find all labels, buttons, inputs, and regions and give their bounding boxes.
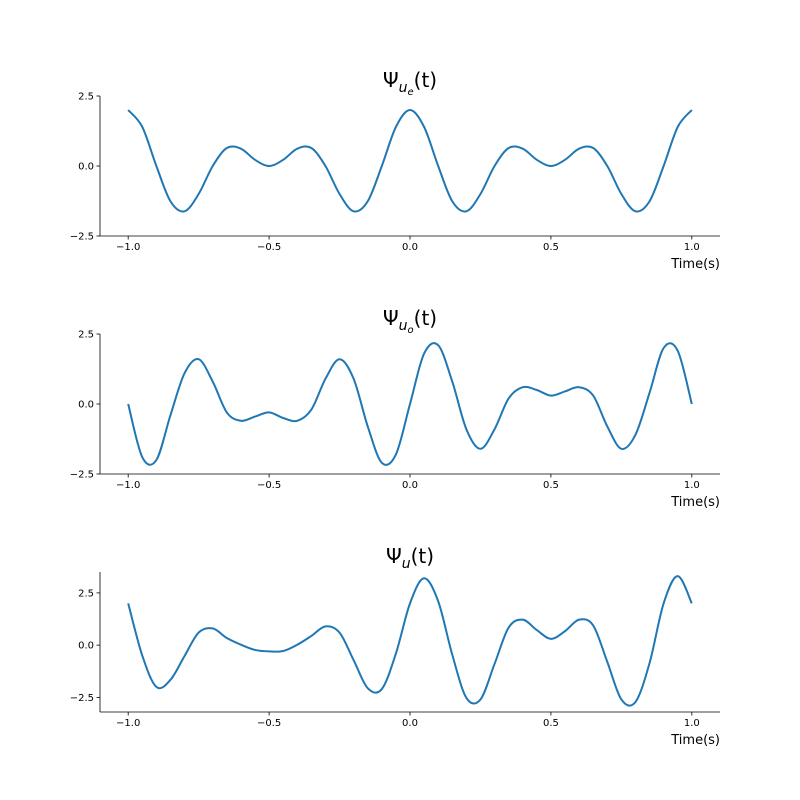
subplot-title: Ψuo(t) bbox=[383, 306, 437, 336]
title-sub: u bbox=[399, 80, 408, 96]
y-tick-label: 0.0 bbox=[78, 162, 94, 173]
x-tick-label: −0.5 bbox=[257, 480, 281, 491]
y-tick-label: 2.5 bbox=[78, 588, 94, 599]
x-tick-label: 0.5 bbox=[543, 480, 559, 491]
title-base: Ψ bbox=[383, 306, 399, 330]
y-tick-label: −2.5 bbox=[70, 232, 94, 243]
x-tick-label: 0.5 bbox=[543, 242, 559, 253]
line-series bbox=[127, 342, 693, 466]
x-tick-label: 1.0 bbox=[684, 718, 700, 729]
x-tick-label: 0.5 bbox=[543, 718, 559, 729]
title-tail: (t) bbox=[414, 68, 437, 92]
title-subsub: e bbox=[408, 87, 414, 98]
x-tick-label: 1.0 bbox=[684, 242, 700, 253]
x-tick-label: 0.0 bbox=[402, 242, 418, 253]
title-base: Ψ bbox=[383, 68, 399, 92]
subplot-title: Ψue(t) bbox=[383, 68, 437, 98]
line-series bbox=[127, 108, 693, 213]
x-tick-label: −1.0 bbox=[116, 480, 140, 491]
title-sub: u bbox=[399, 318, 408, 334]
x-axis-label: Time(s) bbox=[670, 733, 720, 748]
title-subsub: o bbox=[408, 325, 414, 336]
x-axis-label: Time(s) bbox=[670, 495, 720, 510]
title-tail: (t) bbox=[414, 306, 437, 330]
x-axis-label: Time(s) bbox=[670, 257, 720, 272]
y-tick-label: −2.5 bbox=[70, 470, 94, 481]
line-series bbox=[127, 575, 693, 707]
x-tick-label: −1.0 bbox=[116, 718, 140, 729]
x-tick-label: −0.5 bbox=[257, 242, 281, 253]
x-tick-label: −0.5 bbox=[257, 718, 281, 729]
subplot-title: Ψu(t) bbox=[386, 544, 434, 572]
title-base: Ψ bbox=[386, 544, 402, 568]
x-tick-label: 1.0 bbox=[684, 480, 700, 491]
y-tick-label: 2.5 bbox=[78, 330, 94, 341]
y-tick-label: 0.0 bbox=[78, 641, 94, 652]
x-tick-label: −1.0 bbox=[116, 242, 140, 253]
y-tick-label: 2.5 bbox=[78, 92, 94, 103]
title-sub: u bbox=[402, 556, 411, 572]
x-tick-label: 0.0 bbox=[402, 480, 418, 491]
y-tick-label: 0.0 bbox=[78, 400, 94, 411]
title-tail: (t) bbox=[411, 544, 434, 568]
x-tick-label: 0.0 bbox=[402, 718, 418, 729]
y-tick-label: −2.5 bbox=[70, 693, 94, 704]
